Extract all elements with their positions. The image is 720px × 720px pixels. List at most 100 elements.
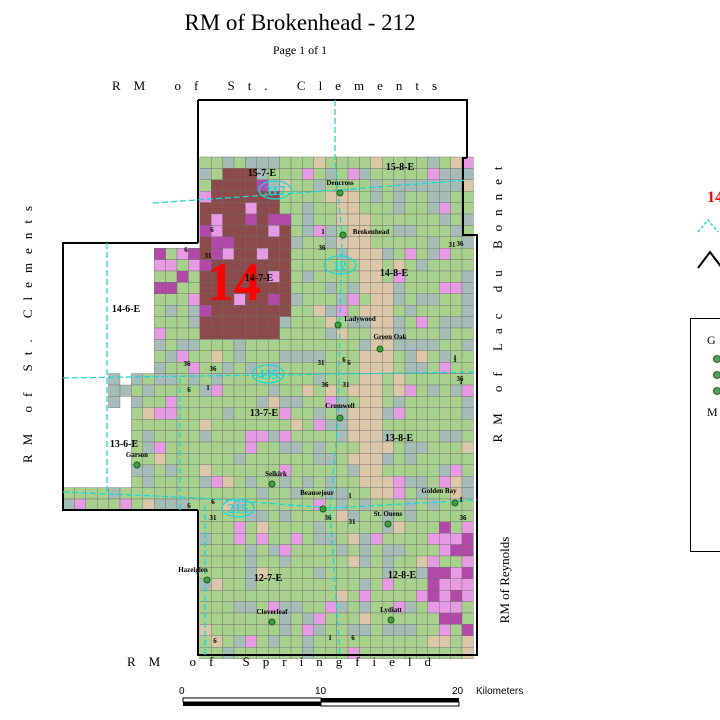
land-cell [313,305,326,317]
township-label: 15-8-E [386,162,415,173]
land-cell [142,407,155,420]
land-cell [393,384,406,397]
land-cell [210,350,223,363]
land-cell [347,578,360,591]
land-cell [450,441,463,454]
land-cell [313,396,326,408]
land-cell [188,453,200,465]
section-number: 1 [459,496,463,504]
land-cell [290,476,303,488]
land-cell [256,624,269,637]
land-cell [188,464,200,477]
land-cell [359,156,371,169]
legend-dot-3 [713,387,720,395]
land-cell [199,430,212,443]
land-cell [359,202,371,215]
land-cell [404,624,417,637]
land-cell [404,612,417,625]
land-cell [268,510,280,522]
land-cell [427,270,440,283]
land-cell [313,327,326,340]
land-cell [302,270,314,283]
land-cell [290,407,303,420]
land-cell [222,635,235,648]
highway-shields: 317 12 435 215 [221,180,357,518]
place-marker [451,499,459,507]
land-cell [450,601,463,614]
land-cell [325,590,337,602]
land-cell [382,305,394,317]
land-cell [165,453,178,465]
land-cell [347,190,360,203]
land-cell [153,259,166,272]
land-cell [404,601,417,614]
land-cell [233,624,246,637]
land-cell [393,293,406,306]
township-label: 12-8-E [388,570,417,581]
highway-435 [62,371,478,379]
land-cell [359,555,371,568]
land-cell [268,441,280,454]
land-cell [404,453,417,465]
land-cell [188,407,200,420]
land-cell [370,453,383,465]
land-cell [382,293,394,306]
land-cell [382,590,394,602]
land-cell [233,396,246,408]
land-cell [393,624,406,637]
land-cell [165,384,178,397]
land-cell [153,293,166,306]
section-number: 31 [349,518,357,526]
land-cell [450,156,463,169]
land-cell [233,350,246,363]
land-cell [427,567,440,580]
land-cell [233,476,246,488]
land-cell [325,236,337,249]
land-cell [268,247,280,260]
land-cell [427,601,440,614]
land-cell [233,533,246,545]
land-cell [393,190,406,203]
land-cell [313,179,326,192]
land-cell [416,247,428,260]
highway-number: 435 [258,368,279,383]
scale-label-0: 0 [179,686,185,697]
land-cell [325,464,337,477]
land-cell [359,419,371,431]
land-cell [279,213,292,226]
land-cell [450,247,463,260]
land-cell [416,624,428,637]
section-number: 1 [459,378,463,386]
land-cell [404,521,417,534]
land-cell [313,430,326,443]
land-cell [461,430,474,443]
land-cell [279,533,292,545]
land-cell [290,270,303,283]
section-number: 1 [453,356,457,364]
land-cell [359,373,371,386]
land-cell [176,373,189,386]
land-cell [153,441,166,454]
land-cell [461,259,474,272]
highway-shield [323,255,357,275]
land-cell [336,202,349,215]
land-cell [416,498,428,511]
land-cell [153,487,166,500]
land-cell [222,464,235,477]
land-cell [165,247,178,260]
land-cell [245,384,257,397]
land-cell [359,247,371,260]
land-cell [347,156,360,169]
land-cell [347,293,360,306]
land-cell [359,544,371,557]
land-cell [416,362,428,374]
land-cell [302,430,314,443]
land-cell [302,510,314,522]
land-cell [290,316,303,329]
land-cell [268,213,280,226]
land-cell [427,259,440,272]
land-cell [370,384,383,397]
land-cell [245,179,257,192]
land-cell [279,282,292,294]
